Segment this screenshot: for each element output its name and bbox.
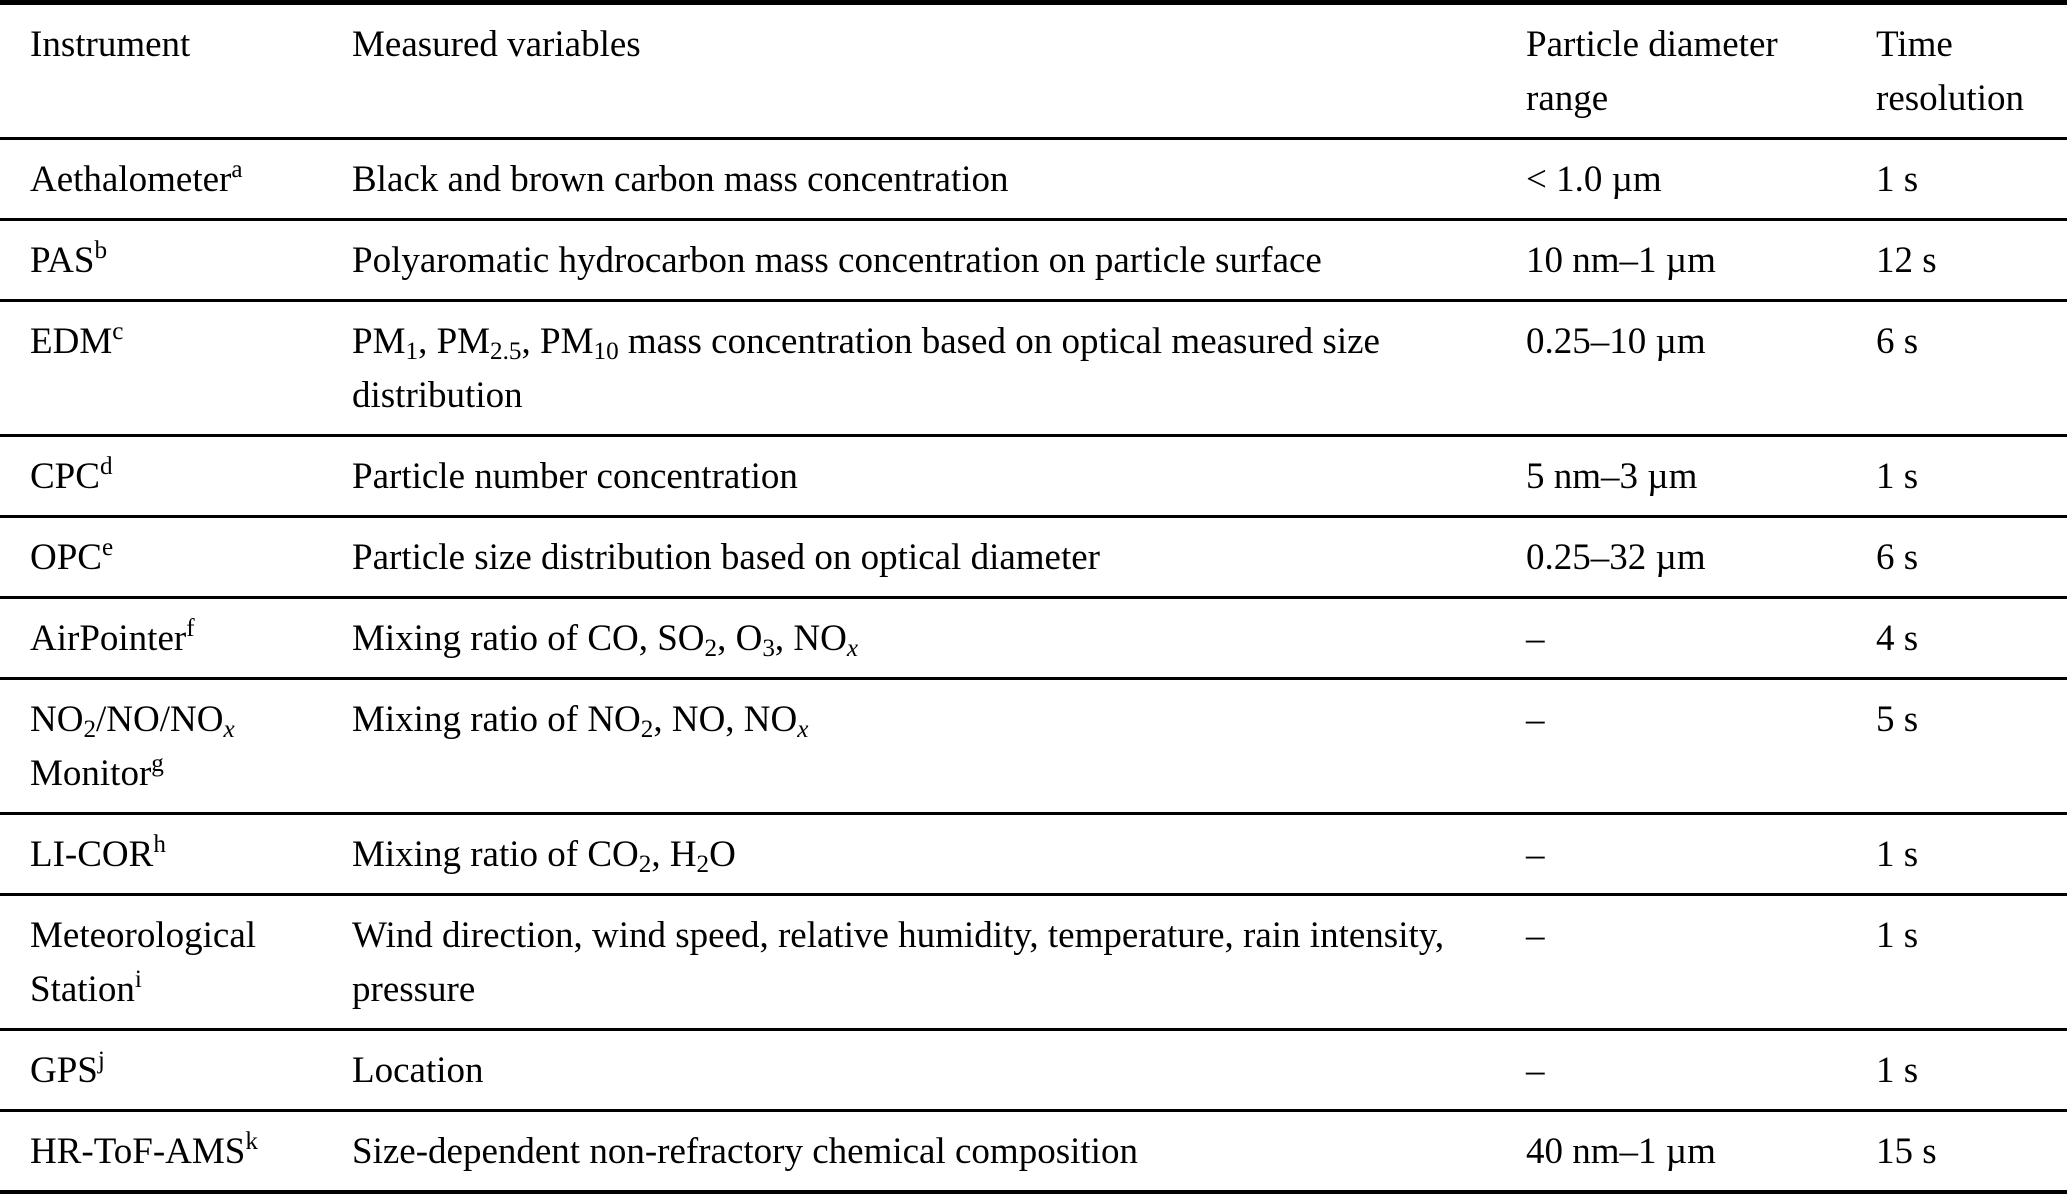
time-resolution-cell: 1 s: [1876, 894, 2067, 1031]
time-resolution-cell: 15 s: [1876, 1110, 2067, 1194]
time-resolution-cell: 5 s: [1876, 678, 2067, 815]
table-body: Aethalometera Black and brown carbon mass…: [0, 138, 2067, 1194]
time-resolution-cell: 6 s: [1876, 300, 2067, 437]
time-resolution-cell: 1 s: [1876, 138, 2067, 221]
instrument-cell: AirPointerf: [0, 597, 352, 680]
variables-cell: Black and brown carbon mass concentratio…: [352, 138, 1526, 221]
instrument-cell: Aethalometera: [0, 138, 352, 221]
variables-cell: Mixing ratio of CO, SO2, O3, NOx: [352, 597, 1526, 680]
instrument-cell: CPCd: [0, 435, 352, 518]
table-row: LI-CORh Mixing ratio of CO2, H2O –1 s: [0, 813, 2067, 896]
table-row: GPSj Location –1 s: [0, 1029, 2067, 1112]
table-row: HR-ToF-AMSk Size-dependent non-refractory…: [0, 1110, 2067, 1194]
table-row: OPCe Particle size distribution based on …: [0, 516, 2067, 599]
variables-cell: Mixing ratio of NO2, NO, NOx: [352, 678, 1526, 815]
diameter-range-cell: 0.25–32 µm: [1526, 516, 1876, 599]
column-header-time-resolution: Time resolution: [1876, 2, 2067, 140]
table-row: EDMc PM1, PM2.5, PM10 mass concentration …: [0, 300, 2067, 437]
instrument-cell: HR-ToF-AMSk: [0, 1110, 352, 1194]
table-header: Instrument Measured variables Particle d…: [0, 2, 2067, 140]
diameter-range-cell: 5 nm–3 µm: [1526, 435, 1876, 518]
instrument-cell: NO2/NO/NOx Monitorg: [0, 678, 352, 815]
diameter-range-cell: –: [1526, 678, 1876, 815]
instrument-cell: GPSj: [0, 1029, 352, 1112]
diameter-range-cell: –: [1526, 1029, 1876, 1112]
variables-cell: PM1, PM2.5, PM10 mass concentration base…: [352, 300, 1526, 437]
table-row: NO2/NO/NOx Monitorg Mixing ratio of NO2, …: [0, 678, 2067, 815]
variables-cell: Wind direction, wind speed, relative hum…: [352, 894, 1526, 1031]
diameter-range-cell: –: [1526, 894, 1876, 1031]
time-resolution-cell: 1 s: [1876, 813, 2067, 896]
column-header-particle-diameter-range: Particle diameter range: [1526, 2, 1876, 140]
diameter-range-cell: –: [1526, 597, 1876, 680]
time-resolution-cell: 12 s: [1876, 219, 2067, 302]
instrument-cell: LI-CORh: [0, 813, 352, 896]
column-header-measured-variables: Measured variables: [352, 2, 1526, 140]
table-row: Meteorological Stationi Wind direction, w…: [0, 894, 2067, 1031]
table-row: AirPointerf Mixing ratio of CO, SO2, O3, …: [0, 597, 2067, 680]
table-row: PASb Polyaromatic hydrocarbon mass concen…: [0, 219, 2067, 302]
time-resolution-cell: 6 s: [1876, 516, 2067, 599]
time-resolution-cell: 4 s: [1876, 597, 2067, 680]
instrument-cell: EDMc: [0, 300, 352, 437]
instrument-cell: OPCe: [0, 516, 352, 599]
time-resolution-cell: 1 s: [1876, 1029, 2067, 1112]
diameter-range-cell: 10 nm–1 µm: [1526, 219, 1876, 302]
instrument-cell: Meteorological Stationi: [0, 894, 352, 1031]
diameter-range-cell: –: [1526, 813, 1876, 896]
table-row: CPCd Particle number concentration 5 nm–3 …: [0, 435, 2067, 518]
table-row: Aethalometera Black and brown carbon mass…: [0, 138, 2067, 221]
variables-cell: Particle size distribution based on opti…: [352, 516, 1526, 599]
variables-cell: Polyaromatic hydrocarbon mass concentrat…: [352, 219, 1526, 302]
diameter-range-cell: < 1.0 µm: [1526, 138, 1876, 221]
column-header-instrument: Instrument: [0, 2, 352, 140]
variables-cell: Particle number concentration: [352, 435, 1526, 518]
variables-cell: Mixing ratio of CO2, H2O: [352, 813, 1526, 896]
header-row: Instrument Measured variables Particle d…: [0, 2, 2067, 140]
variables-cell: Size-dependent non-refractory chemical c…: [352, 1110, 1526, 1194]
time-resolution-cell: 1 s: [1876, 435, 2067, 518]
diameter-range-cell: 0.25–10 µm: [1526, 300, 1876, 437]
instrument-cell: PASb: [0, 219, 352, 302]
variables-cell: Location: [352, 1029, 1526, 1112]
diameter-range-cell: 40 nm–1 µm: [1526, 1110, 1876, 1194]
